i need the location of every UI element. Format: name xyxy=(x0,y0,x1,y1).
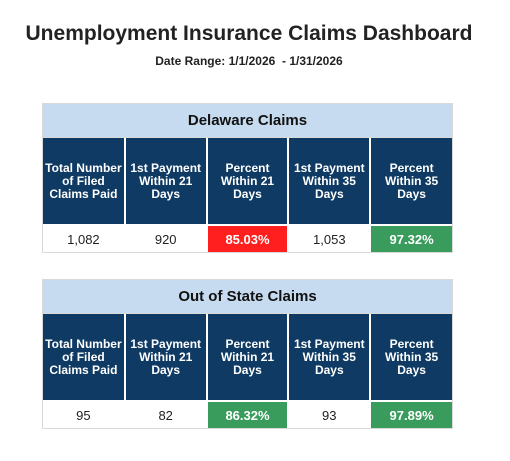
col-pct-21: Percent Within 21 Days xyxy=(206,314,290,402)
delaware-total: 1,082 xyxy=(43,225,126,252)
out-of-state-pay-35: 93 xyxy=(288,401,372,428)
delaware-pay-21: 920 xyxy=(124,225,208,252)
table-row: 95 82 86.32% 93 97.89% xyxy=(43,401,452,428)
table-row: 1,082 920 85.03% 1,053 97.32% xyxy=(43,225,452,252)
col-total-claims: Total Number of Filed Claims Paid xyxy=(43,314,126,402)
out-of-state-pct-21: 86.32% xyxy=(206,401,290,428)
col-pay-21: 1st Payment Within 21 Days xyxy=(124,314,208,402)
out-of-state-claims-title: Out of State Claims xyxy=(43,280,452,314)
out-of-state-pct-35: 97.89% xyxy=(370,401,452,428)
col-pct-21: Percent Within 21 Days xyxy=(206,138,290,226)
out-of-state-total: 95 xyxy=(43,401,126,428)
header-row: Total Number of Filed Claims Paid 1st Pa… xyxy=(43,138,452,226)
header-row: Total Number of Filed Claims Paid 1st Pa… xyxy=(43,314,452,402)
delaware-pct-21: 85.03% xyxy=(206,225,290,252)
col-total-claims: Total Number of Filed Claims Paid xyxy=(43,138,126,226)
delaware-pay-35: 1,053 xyxy=(288,225,372,252)
col-pct-35: Percent Within 35 Days xyxy=(370,314,452,402)
delaware-claims-panel: Delaware Claims Total Number of Filed Cl… xyxy=(42,103,453,253)
out-of-state-pay-21: 82 xyxy=(124,401,208,428)
col-pay-21: 1st Payment Within 21 Days xyxy=(124,138,208,226)
out-of-state-claims-table: Total Number of Filed Claims Paid 1st Pa… xyxy=(43,314,452,428)
date-range: Date Range: 1/1/2026 - 1/31/2026 xyxy=(155,54,343,68)
col-pay-35: 1st Payment Within 35 Days xyxy=(288,314,372,402)
col-pay-35: 1st Payment Within 35 Days xyxy=(288,138,372,226)
out-of-state-claims-panel: Out of State Claims Total Number of File… xyxy=(42,279,453,429)
col-pct-35: Percent Within 35 Days xyxy=(370,138,452,226)
delaware-claims-title: Delaware Claims xyxy=(43,104,452,138)
delaware-pct-35: 97.32% xyxy=(370,225,452,252)
delaware-claims-table: Total Number of Filed Claims Paid 1st Pa… xyxy=(43,138,452,252)
dashboard-title: Unemployment Insurance Claims Dashboard xyxy=(25,22,473,45)
